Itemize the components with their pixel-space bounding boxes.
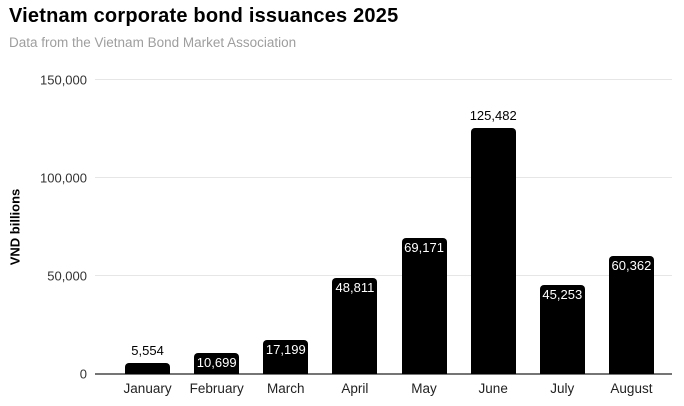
bar-column: 5,554 [113,80,182,374]
x-axis-line [95,373,672,375]
gridline [95,177,672,178]
gridline [95,275,672,276]
y-tick-label: 50,000 [47,268,87,284]
y-axis-title: VND billions [7,188,23,266]
y-tick-label: 150,000 [40,72,87,88]
bar-column: 60,362 [597,80,666,374]
x-axis-label: April [341,381,369,396]
y-tick-label: 0 [79,366,87,382]
bar-value-label: 17,199 [265,342,306,358]
bar-column: 69,171 [390,80,459,374]
bar-value-label: 5,554 [131,343,164,359]
bar-column: 10,699 [182,80,251,374]
bar-february[interactable]: 10,699 [194,353,240,374]
bars-row: 5,554 10,699 17,199 48,811 69,171 125,482 45,2… [95,80,672,374]
x-axis-label: January [123,381,172,396]
bar-value-label: 10,699 [196,355,237,371]
bar-value-label: 45,253 [542,287,583,303]
bar-value-label: 69,171 [404,240,444,256]
y-tick-label: 100,000 [40,170,87,186]
x-axis-labels-row: January February March April May June July Augu… [95,381,672,396]
plot-area: 0 50,000 100,000 150,000 5,554 10,699 17,199 48… [40,73,672,396]
bar-january[interactable] [125,363,171,374]
x-axis-label: March [267,381,305,396]
bar-column: 125,482 [459,80,528,374]
bar-august[interactable]: 60,362 [608,255,654,374]
bar-march[interactable]: 17,199 [263,340,309,374]
bar-value-label: 48,811 [335,280,375,296]
bar-april[interactable]: 48,811 [332,278,378,374]
bar-value-label: 60,362 [611,257,652,273]
bar-july[interactable]: 45,253 [539,285,585,374]
bar-column: 45,253 [528,80,597,374]
bar-column: 17,199 [251,80,320,374]
bar-may[interactable]: 69,171 [401,238,447,374]
chart-title: Vietnam corporate bond issuances 2025 [9,5,399,27]
chart-subtitle: Data from the Vietnam Bond Market Associ… [9,35,297,50]
x-axis-label: July [550,381,575,396]
x-axis-label: May [411,381,437,396]
x-axis-label: August [610,381,653,396]
bar-value-label: 125,482 [469,108,517,124]
bar-column: 48,811 [320,80,389,374]
x-axis-label: June [478,381,508,396]
bar-june[interactable] [470,128,516,374]
gridline [95,79,672,80]
x-axis-label: February [189,381,244,396]
